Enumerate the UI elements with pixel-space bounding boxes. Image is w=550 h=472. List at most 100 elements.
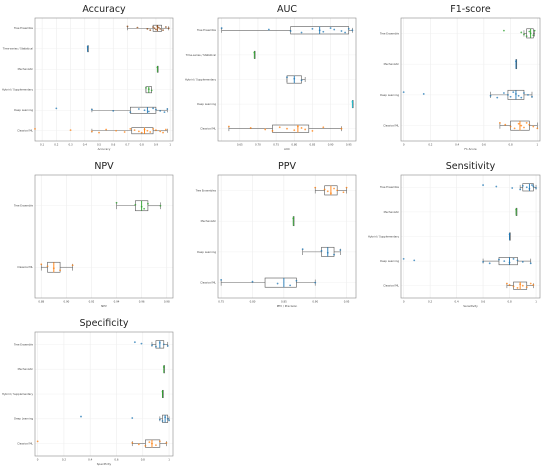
x-tick-label: 1 xyxy=(536,143,538,147)
y-category-label-deep-learning: Deep Learning xyxy=(197,102,216,106)
data-point xyxy=(162,29,164,31)
data-point xyxy=(164,26,167,28)
data-point xyxy=(278,126,281,129)
data-point xyxy=(40,263,43,266)
data-point xyxy=(402,91,405,94)
data-point xyxy=(251,280,254,283)
x-axis-label: Specificity xyxy=(97,462,112,466)
data-point xyxy=(520,96,523,99)
data-point xyxy=(532,284,535,286)
y-category-label-deep-learning: Deep Learning xyxy=(197,250,216,254)
x-tick-label: 0.2 xyxy=(428,300,432,304)
data-point xyxy=(482,184,484,186)
x-tick-label: 0.3 xyxy=(69,143,73,147)
data-point xyxy=(300,127,303,129)
data-point xyxy=(520,31,523,34)
y-category-label-tree-ensemble: Tree Ensemble xyxy=(14,26,33,30)
x-tick-label: 0.90 xyxy=(328,143,334,147)
data-point xyxy=(131,417,134,419)
chart-panel-ppv: PPV 0.75 0.80 0.85 0.90 0.95 PPV / Precision Tr… xyxy=(183,157,366,314)
data-point xyxy=(311,130,314,132)
chart-title: Sensitivity xyxy=(446,161,496,172)
chart-title: PPV xyxy=(278,161,296,172)
data-point xyxy=(276,282,279,285)
data-point xyxy=(151,442,153,445)
x-tick-label: 0.6 xyxy=(114,458,118,462)
chart-panel-sensitivity: Sensitivity 0 0.2 0.4 0.6 0.8 1 Sensitivity Tree… xyxy=(366,157,550,314)
data-point xyxy=(159,27,162,30)
data-point xyxy=(509,95,512,98)
data-point xyxy=(227,125,230,128)
data-point xyxy=(155,28,157,31)
data-point xyxy=(402,257,405,260)
y-category-label-tree-ensemble: Tree Ensemble xyxy=(380,31,399,35)
data-point xyxy=(512,91,515,94)
x-axis-label: F1-Score xyxy=(464,147,477,151)
data-point xyxy=(333,253,335,256)
data-point xyxy=(143,207,146,210)
data-point xyxy=(529,282,532,285)
y-category-label-hybrid-supplementary: Hybrid / Supplementary xyxy=(185,77,216,81)
box-classical-ml xyxy=(131,127,154,135)
data-point xyxy=(161,390,164,393)
plot-frame xyxy=(400,17,541,142)
y-category-label-deep-learning: Deep Learning xyxy=(14,417,33,421)
data-point xyxy=(527,93,529,96)
box-classical-ml xyxy=(264,277,297,288)
data-point xyxy=(149,29,152,31)
data-point xyxy=(286,76,288,79)
data-point xyxy=(498,258,500,261)
data-point xyxy=(300,31,303,34)
data-point xyxy=(508,261,511,264)
data-point xyxy=(129,111,132,113)
data-point xyxy=(531,95,533,98)
data-point xyxy=(496,96,499,99)
plot-frame xyxy=(217,174,357,299)
data-point xyxy=(314,281,317,284)
data-point xyxy=(220,27,223,29)
x-tick-label: 0.80 xyxy=(250,300,256,304)
data-point xyxy=(145,87,147,89)
data-point xyxy=(86,46,89,48)
data-point xyxy=(521,260,524,263)
y-category-label-classical-ml: Classical ML xyxy=(17,442,33,446)
data-point xyxy=(339,249,342,251)
x-tick-label: 0.88 xyxy=(38,300,44,304)
data-point xyxy=(158,440,161,443)
data-point xyxy=(161,420,164,422)
y-category-label-mechanistic: Mechanistic xyxy=(384,62,400,66)
data-point xyxy=(158,342,161,344)
y-category-label-classical-ml: Classical ML xyxy=(383,284,399,288)
data-point xyxy=(133,341,136,344)
data-point xyxy=(336,189,339,192)
data-point xyxy=(344,31,347,34)
x-tick-label: 1 xyxy=(169,143,171,147)
data-point xyxy=(333,187,335,190)
data-point xyxy=(503,29,505,32)
x-tick-label: 0.4 xyxy=(83,143,87,147)
data-point xyxy=(342,191,345,194)
chart-svg: Sensitivity 0 0.2 0.4 0.6 0.8 1 Sensitivity Tree… xyxy=(368,161,541,308)
x-tick-label: 0.8 xyxy=(509,143,513,147)
data-point xyxy=(529,32,532,35)
data-point xyxy=(523,33,525,36)
data-point xyxy=(155,345,157,348)
data-point xyxy=(520,124,523,127)
data-point xyxy=(340,127,343,130)
x-tick-label: 0.98 xyxy=(164,300,170,304)
y-category-label-deep-learning: Deep Learning xyxy=(380,259,399,263)
data-point xyxy=(512,285,515,288)
x-tick-label: 0 xyxy=(403,300,405,304)
data-point xyxy=(166,417,169,420)
data-point xyxy=(52,267,55,270)
data-point xyxy=(495,185,498,188)
chart-title: Specificity xyxy=(80,318,129,329)
x-tick-label: 0.6 xyxy=(481,300,485,304)
data-point xyxy=(345,186,348,189)
data-point xyxy=(168,419,170,422)
data-point xyxy=(159,130,162,133)
y-category-label-hybrid-supplementary: Hybrid / Supplementary xyxy=(2,88,33,92)
data-point xyxy=(521,184,524,187)
data-point xyxy=(519,188,522,191)
x-tick-label: 1 xyxy=(535,300,537,304)
